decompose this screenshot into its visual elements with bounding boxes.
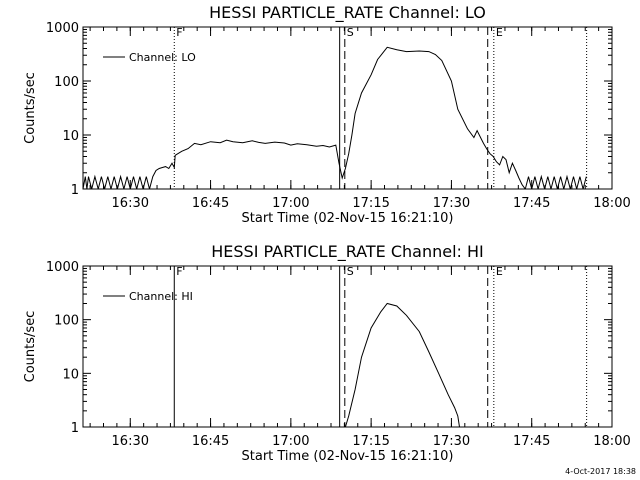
x-tick-label: 16:45 bbox=[192, 196, 229, 211]
chart-title: HESSI PARTICLE_RATE Channel: HI bbox=[211, 242, 484, 262]
marker-label: E bbox=[496, 265, 503, 278]
series-line-1 bbox=[83, 46, 587, 189]
x-tick-label: 16:30 bbox=[112, 434, 149, 449]
legend-entry: Channel: LO bbox=[129, 51, 196, 64]
x-tick-label: 17:30 bbox=[433, 434, 470, 449]
y-tick-label: 10 bbox=[62, 367, 79, 382]
x-tick-label: 18:00 bbox=[593, 196, 630, 211]
x-tick-label: 16:45 bbox=[192, 434, 229, 449]
x-tick-label: 17:15 bbox=[352, 434, 389, 449]
marker-label: F bbox=[176, 26, 182, 39]
x-axis-label: Start Time (02-Nov-15 16:21:10) bbox=[242, 449, 454, 464]
y-tick-label: 1000 bbox=[46, 260, 79, 275]
x-axis-label: Start Time (02-Nov-15 16:21:10) bbox=[242, 211, 454, 226]
footer-timestamp: 4-Oct-2017 18:38 bbox=[565, 467, 636, 476]
x-tick-label: 17:45 bbox=[513, 434, 550, 449]
y-tick-label: 1 bbox=[71, 183, 79, 198]
y-tick-label: 100 bbox=[54, 314, 79, 329]
plot-frame bbox=[82, 265, 613, 428]
x-tick-label: 17:30 bbox=[433, 196, 470, 211]
marker-label: E bbox=[496, 26, 503, 39]
y-axis-label: Counts/sec bbox=[23, 311, 38, 383]
y-tick-label: 100 bbox=[54, 75, 79, 90]
x-tick-label: 17:15 bbox=[352, 196, 389, 211]
marker-label: S bbox=[347, 265, 354, 278]
x-tick-label: 18:00 bbox=[593, 434, 630, 449]
chart-panel-2: HESSI PARTICLE_RATE Channel: HI 1 10 100 100… bbox=[23, 242, 631, 464]
marker-label: S bbox=[347, 26, 354, 39]
x-tick-label: 17:00 bbox=[272, 434, 309, 449]
x-tick-label: 17:00 bbox=[272, 196, 309, 211]
legend-entry: Channel: HI bbox=[129, 290, 193, 303]
y-tick-label: 10 bbox=[62, 129, 79, 144]
y-axis-label: Counts/sec bbox=[23, 72, 38, 144]
y-tick-label: 1000 bbox=[46, 21, 79, 36]
chart-title: HESSI PARTICLE_RATE Channel: LO bbox=[209, 3, 486, 23]
y-tick-label: 1 bbox=[71, 421, 79, 436]
x-tick-label: 17:45 bbox=[513, 196, 550, 211]
series-line-1 bbox=[344, 302, 460, 427]
plot-frame bbox=[82, 26, 613, 190]
chart-panel-1: HESSI PARTICLE_RATE Channel: LO 1 10 100 100… bbox=[23, 3, 631, 226]
marker-label: F bbox=[176, 265, 182, 278]
x-tick-label: 16:30 bbox=[112, 196, 149, 211]
